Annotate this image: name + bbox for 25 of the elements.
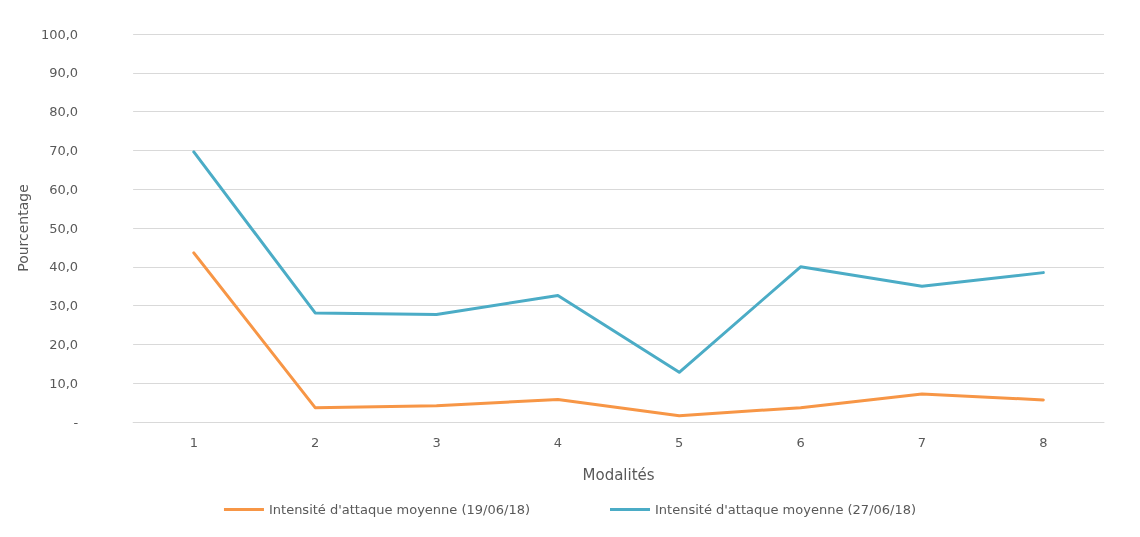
legend-label: Intensité d'attaque moyenne (19/06/18) [268, 502, 531, 517]
y-axis-title: Pourcentage [15, 184, 31, 272]
x-tick-label: 6 [796, 435, 805, 450]
x-tick-label: 5 [675, 435, 684, 450]
y-tick-label: 50,0 [49, 220, 79, 236]
y-tick-label: 60,0 [49, 181, 79, 197]
y-tick-label: 30,0 [49, 298, 79, 314]
x-tick-label: 1 [189, 435, 198, 450]
line-series [192, 251, 1045, 418]
x-tick-label: 2 [311, 435, 320, 450]
y-tick-label: 40,0 [49, 259, 79, 275]
legend-label: Intensité d'attaque moyenne (27/06/18) [655, 502, 917, 517]
y-tick-label: 90,0 [49, 65, 79, 81]
y-tick-label: 100,0 [40, 26, 79, 42]
y-tick-label: 20,0 [49, 336, 79, 352]
y-tick-label: 10,0 [49, 375, 79, 391]
x-tick-label: 7 [917, 435, 927, 450]
line-series [192, 150, 1045, 374]
x-tick-label: 4 [553, 435, 563, 450]
y-tick-label: - [73, 414, 79, 430]
y-tick-label: 80,0 [49, 104, 79, 120]
x-axis-title: Modalités [582, 465, 655, 484]
y-tick-label: 70,0 [49, 142, 79, 158]
x-tick-label: 3 [432, 435, 441, 450]
x-tick-label: 8 [1039, 435, 1048, 450]
